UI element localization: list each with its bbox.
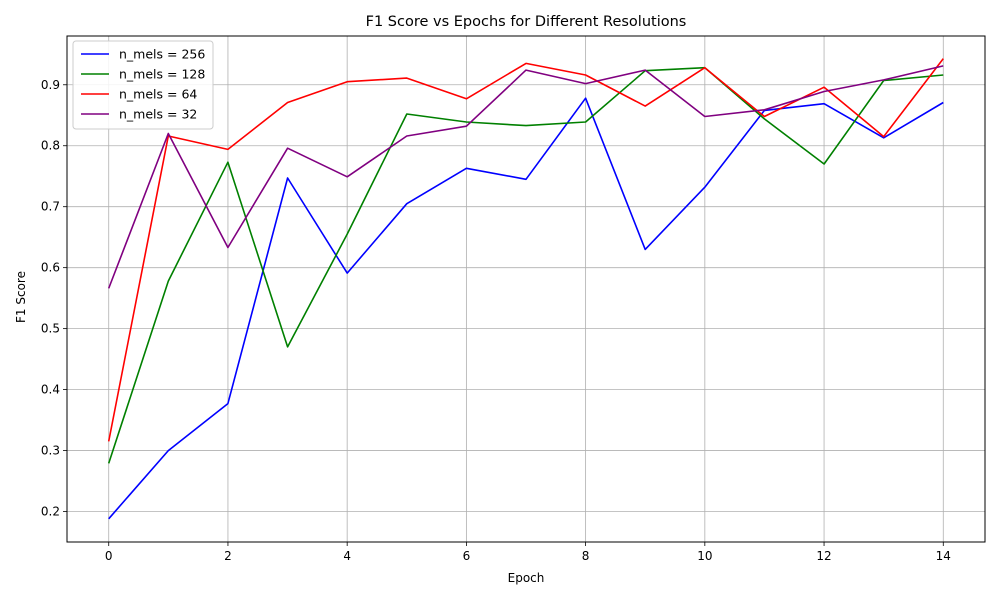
series-line-1 [108, 97, 944, 520]
legend-label: n_mels = 256 [119, 47, 205, 62]
x-tick-label: 6 [463, 549, 471, 563]
x-tick-label: 0 [105, 549, 113, 563]
x-tick-label: 14 [936, 549, 951, 563]
y-tick-label: 0.5 [41, 322, 60, 336]
chart-title: F1 Score vs Epochs for Different Resolut… [366, 14, 687, 30]
y-tick-label: 0.9 [41, 78, 60, 92]
plot-frame [66, 35, 986, 543]
y-tick-label: 0.3 [41, 444, 60, 458]
y-tick-label: 0.2 [41, 505, 60, 519]
x-tick-label: 10 [697, 549, 712, 563]
x-tick-label: 12 [816, 549, 831, 563]
legend-label: n_mels = 64 [119, 87, 197, 102]
series-lines [107, 58, 944, 520]
legend-label: n_mels = 128 [119, 67, 205, 82]
x-tick-label: 8 [582, 549, 590, 563]
x-tick-label: 2 [224, 549, 232, 563]
legend-label: n_mels = 32 [119, 107, 197, 122]
grid [67, 36, 985, 542]
legend: n_mels = 256 n_mels = 128 n_mels = 64 n_mel… [72, 40, 214, 130]
x-axis-label: Epoch [508, 571, 545, 585]
y-tick-label: 0.7 [41, 200, 60, 214]
y-tick-label: 0.4 [41, 383, 60, 397]
series-line-2 [107, 66, 944, 464]
axis-ticks: 0 2 4 6 8 10 12 14 0.2 0.3 0.4 0.5 0.6 0.7 0.8 0.9 [41, 78, 951, 563]
legend-box [72, 40, 214, 130]
x-tick-label: 4 [343, 549, 351, 563]
y-axis-label: F1 Score [14, 271, 28, 323]
y-tick-label: 0.6 [41, 261, 60, 275]
y-tick-label: 0.8 [41, 139, 60, 153]
series-line-4 [107, 65, 944, 289]
